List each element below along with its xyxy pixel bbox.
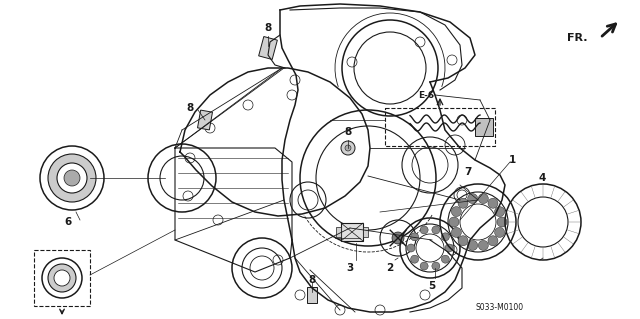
Circle shape [432, 262, 440, 270]
Circle shape [478, 194, 488, 204]
Text: 3: 3 [346, 263, 354, 273]
Circle shape [432, 226, 440, 234]
Bar [363, 227, 368, 237]
Bar [341, 223, 363, 241]
Circle shape [488, 198, 498, 208]
Circle shape [48, 264, 76, 292]
Circle shape [478, 241, 488, 250]
Circle shape [54, 270, 70, 286]
Circle shape [495, 227, 504, 237]
Circle shape [445, 244, 453, 252]
Bar [259, 37, 277, 59]
Text: 8: 8 [344, 127, 351, 137]
Circle shape [468, 194, 477, 204]
Circle shape [497, 217, 507, 227]
Circle shape [451, 227, 461, 237]
Circle shape [411, 233, 419, 241]
Text: FR.: FR. [568, 33, 588, 43]
Circle shape [458, 236, 468, 246]
Text: 8: 8 [186, 103, 194, 113]
Circle shape [57, 163, 87, 193]
Bar [336, 227, 341, 237]
Circle shape [420, 262, 428, 270]
Circle shape [451, 207, 461, 217]
Circle shape [442, 233, 449, 241]
Circle shape [449, 217, 459, 227]
Text: 4: 4 [538, 173, 546, 183]
Text: 7: 7 [464, 167, 472, 177]
Circle shape [341, 141, 355, 155]
Text: 1: 1 [508, 155, 516, 165]
Circle shape [420, 226, 428, 234]
Circle shape [442, 255, 449, 263]
Circle shape [488, 236, 498, 246]
Circle shape [458, 198, 468, 208]
Text: 6: 6 [65, 217, 72, 227]
Circle shape [345, 145, 351, 151]
Bar [198, 110, 212, 130]
Bar [307, 287, 317, 303]
Text: E-6: E-6 [418, 91, 434, 100]
Circle shape [392, 232, 404, 244]
Circle shape [411, 255, 419, 263]
Circle shape [64, 170, 80, 186]
Text: 5: 5 [428, 281, 436, 291]
Bar [475, 118, 493, 136]
Circle shape [468, 241, 477, 250]
Circle shape [48, 154, 96, 202]
Text: 2: 2 [387, 263, 394, 273]
Text: S033-M0100: S033-M0100 [476, 303, 524, 313]
Text: 8: 8 [264, 23, 271, 33]
Text: 8: 8 [308, 275, 316, 285]
Circle shape [407, 244, 415, 252]
Circle shape [495, 207, 504, 217]
